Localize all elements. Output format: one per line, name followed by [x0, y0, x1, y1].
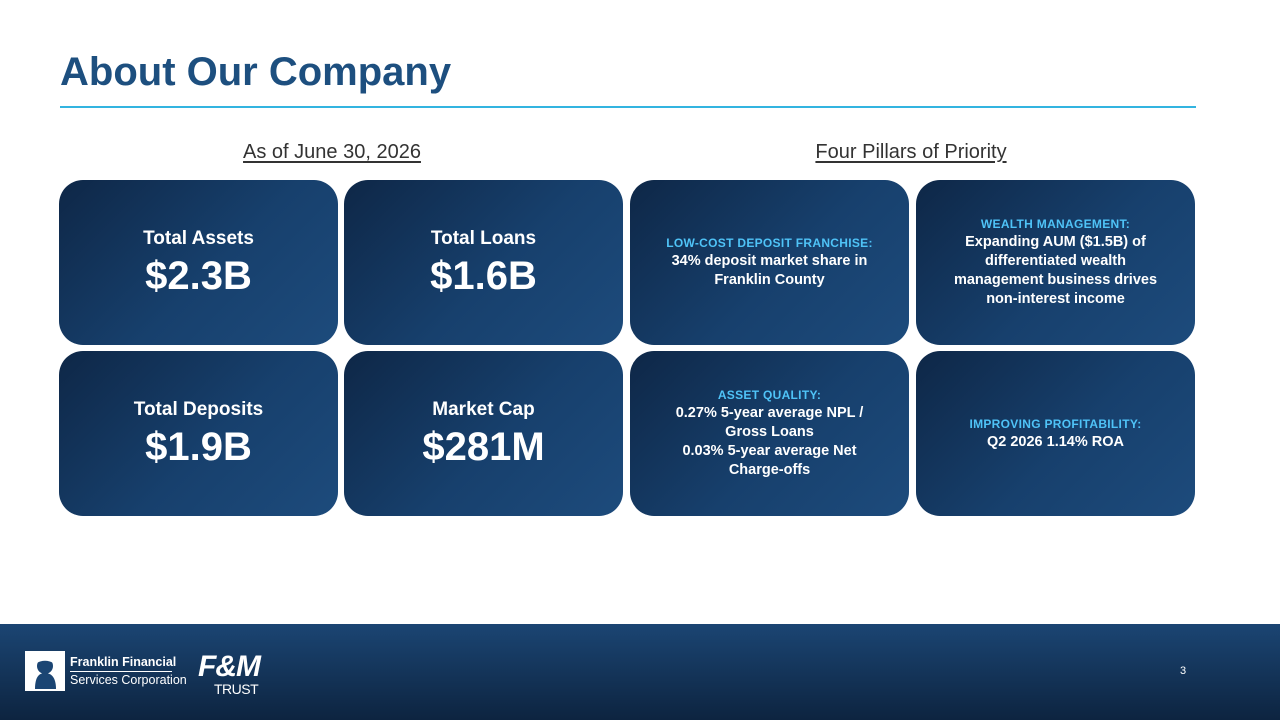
franklin-portrait-icon	[25, 651, 65, 691]
fm-trust-text: TRUST	[214, 681, 259, 697]
metric-tile-total-loans: Total Loans $1.6B	[344, 180, 623, 345]
pillar-heading: WEALTH MANAGEMENT:	[980, 217, 1131, 231]
metric-value: $281M	[422, 424, 545, 469]
pillar-tile-asset-quality: ASSET QUALITY: 0.27% 5-year average NPL …	[630, 351, 909, 516]
pillar-text: non-interest income	[986, 291, 1125, 307]
pillar-tile-wealth-management: WEALTH MANAGEMENT: Expanding AUM ($1.5B)…	[916, 180, 1195, 345]
pillar-heading: LOW-COST DEPOSIT FRANCHISE:	[666, 236, 873, 250]
pillar-text: Expanding AUM ($1.5B) of	[965, 234, 1146, 250]
footer-bar: Franklin Financial Services Corporation …	[0, 624, 1280, 720]
pillar-heading: ASSET QUALITY:	[717, 388, 822, 402]
metric-label: Market Cap	[432, 398, 535, 420]
pillar-text: 0.27% 5-year average NPL /	[675, 405, 864, 421]
metric-label: Total Assets	[143, 227, 254, 249]
metric-tile-market-cap: Market Cap $281M	[344, 351, 623, 516]
pillar-text: differentiated wealth	[985, 253, 1126, 269]
metric-value: $2.3B	[145, 253, 252, 298]
metric-tile-total-assets: Total Assets $2.3B	[59, 180, 338, 345]
fm-mark: F&M	[198, 650, 261, 683]
pillar-tile-improving-profitability: IMPROVING PROFITABILITY: Q2 2026 1.14% R…	[916, 351, 1195, 516]
page-number: 3	[1180, 665, 1187, 677]
pillar-text: 0.03% 5-year average Net	[682, 443, 857, 459]
title-divider	[60, 106, 1196, 108]
pillars-heading: Four Pillars of Priority	[815, 141, 1007, 163]
metric-label: Total Deposits	[133, 398, 264, 420]
page-title: About Our Company	[60, 50, 452, 94]
pillar-text: Charge-offs	[728, 462, 811, 478]
metric-label: Total Loans	[430, 227, 537, 249]
metrics-heading: As of June 30, 2026	[243, 141, 421, 163]
pillar-text: Gross Loans	[725, 424, 814, 440]
pillar-text: management business drives	[953, 272, 1158, 288]
franklin-financial-logo: Franklin Financial Services Corporation	[25, 651, 187, 691]
pillar-heading: IMPROVING PROFITABILITY:	[969, 416, 1142, 431]
logo-line-2: Services Corporation	[70, 672, 187, 687]
pillar-text: Q2 2026 1.14% ROA	[986, 433, 1125, 450]
pillar-tile-low-cost-deposit: LOW-COST DEPOSIT FRANCHISE: 34% deposit …	[630, 180, 909, 345]
logo-line-1: Franklin Financial	[70, 654, 177, 669]
metric-tile-total-deposits: Total Deposits $1.9B	[59, 351, 338, 516]
pillar-text: 34% deposit market share in	[671, 253, 868, 269]
pillar-text: Franklin County	[714, 272, 825, 288]
metric-value: $1.9B	[145, 424, 252, 469]
metric-value: $1.6B	[430, 253, 537, 298]
fm-trust-logo: F&M TRUST	[198, 650, 261, 697]
